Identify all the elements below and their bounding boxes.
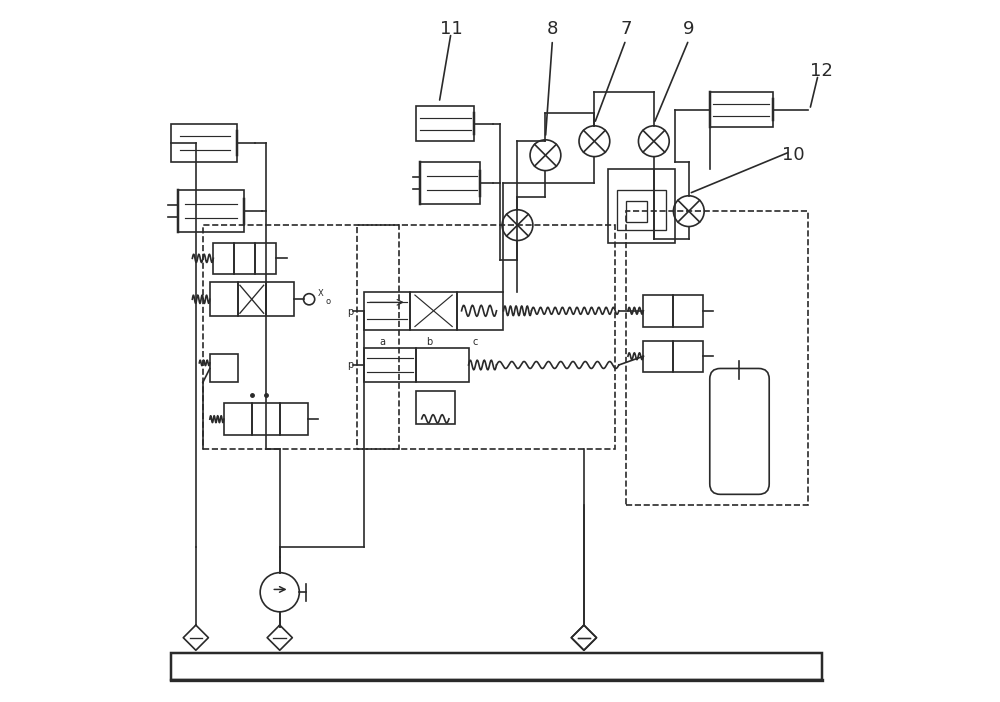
Text: 10: 10 [782,146,805,164]
Text: 8: 8 [547,20,558,39]
Text: p: p [347,361,353,371]
Text: p: p [347,307,353,317]
Text: b: b [426,338,432,347]
Text: 12: 12 [810,62,833,80]
Text: 11: 11 [440,20,462,39]
Text: 7: 7 [620,20,632,39]
Text: 9: 9 [683,20,695,39]
Text: c: c [473,338,478,347]
Text: a: a [379,338,385,347]
Text: o: o [326,297,331,306]
Text: X: X [318,289,323,298]
